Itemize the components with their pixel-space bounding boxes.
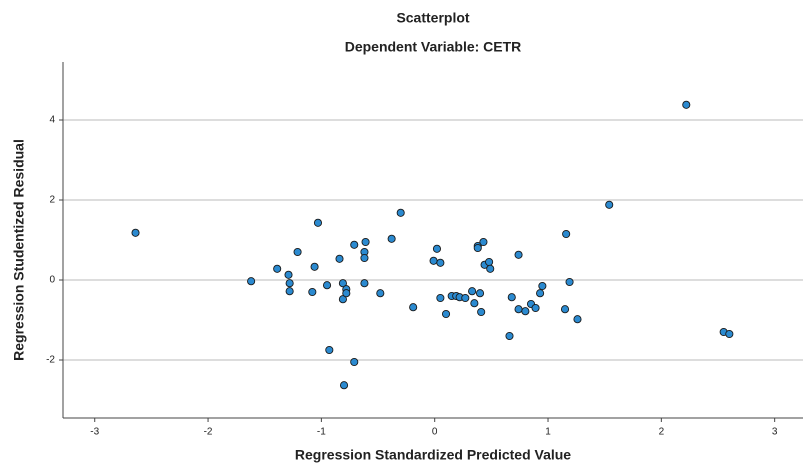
point	[350, 357, 359, 367]
point	[360, 279, 369, 288]
point	[725, 329, 734, 339]
point	[409, 303, 418, 312]
y-axis-label: Regression Studentized Residual	[11, 139, 27, 361]
point	[531, 303, 540, 313]
point	[284, 270, 293, 279]
x-tick-label: -2	[204, 427, 213, 438]
point	[536, 289, 545, 298]
point	[470, 299, 479, 308]
point	[436, 293, 445, 303]
point	[285, 287, 294, 296]
point	[441, 309, 451, 319]
point	[505, 331, 514, 341]
point	[538, 281, 547, 291]
x-tick-label: 1	[545, 427, 551, 438]
point	[360, 253, 369, 263]
point	[285, 279, 294, 288]
point	[432, 244, 442, 253]
y-tick-label: 4	[49, 115, 55, 126]
point	[429, 256, 438, 265]
point	[293, 247, 302, 257]
chart-subtitle: Dependent Variable: CETR	[345, 39, 522, 55]
point	[342, 289, 351, 298]
point	[573, 315, 582, 324]
point	[485, 257, 494, 267]
point	[387, 234, 396, 243]
point	[461, 293, 470, 303]
point	[507, 293, 516, 302]
point	[339, 381, 349, 390]
point	[338, 295, 347, 304]
x-axis-label: Regression Standardized Predicted Value	[295, 447, 571, 463]
point	[468, 287, 477, 296]
point	[479, 237, 488, 247]
point	[361, 237, 370, 247]
point	[475, 289, 485, 298]
point	[325, 345, 334, 355]
point	[308, 287, 317, 297]
y-tick-label: -2	[46, 355, 55, 366]
point	[477, 307, 486, 317]
point	[565, 277, 574, 287]
y-tick-label: 2	[49, 195, 55, 206]
x-tick-label: 0	[432, 427, 438, 438]
x-tick-label: 3	[772, 427, 778, 438]
x-tick-label: 2	[659, 427, 665, 438]
point	[605, 200, 614, 209]
x-tick-label: -3	[90, 427, 99, 438]
point	[338, 279, 347, 288]
point	[396, 208, 405, 217]
point	[273, 264, 282, 273]
point	[335, 254, 344, 263]
point	[247, 277, 256, 286]
point	[486, 264, 495, 273]
point	[514, 250, 523, 259]
point	[562, 229, 571, 239]
y-tick-label: 0	[49, 275, 55, 286]
point	[310, 262, 319, 271]
point	[473, 243, 482, 253]
x-tick-label: -1	[317, 427, 326, 438]
chart-title: Scatterplot	[396, 10, 469, 26]
point	[131, 228, 140, 237]
point	[521, 307, 530, 316]
point	[560, 305, 570, 314]
point	[682, 100, 691, 109]
point	[436, 258, 445, 267]
point	[514, 305, 523, 314]
point	[322, 281, 332, 290]
point	[350, 240, 359, 249]
point	[313, 218, 323, 227]
point	[376, 289, 385, 298]
